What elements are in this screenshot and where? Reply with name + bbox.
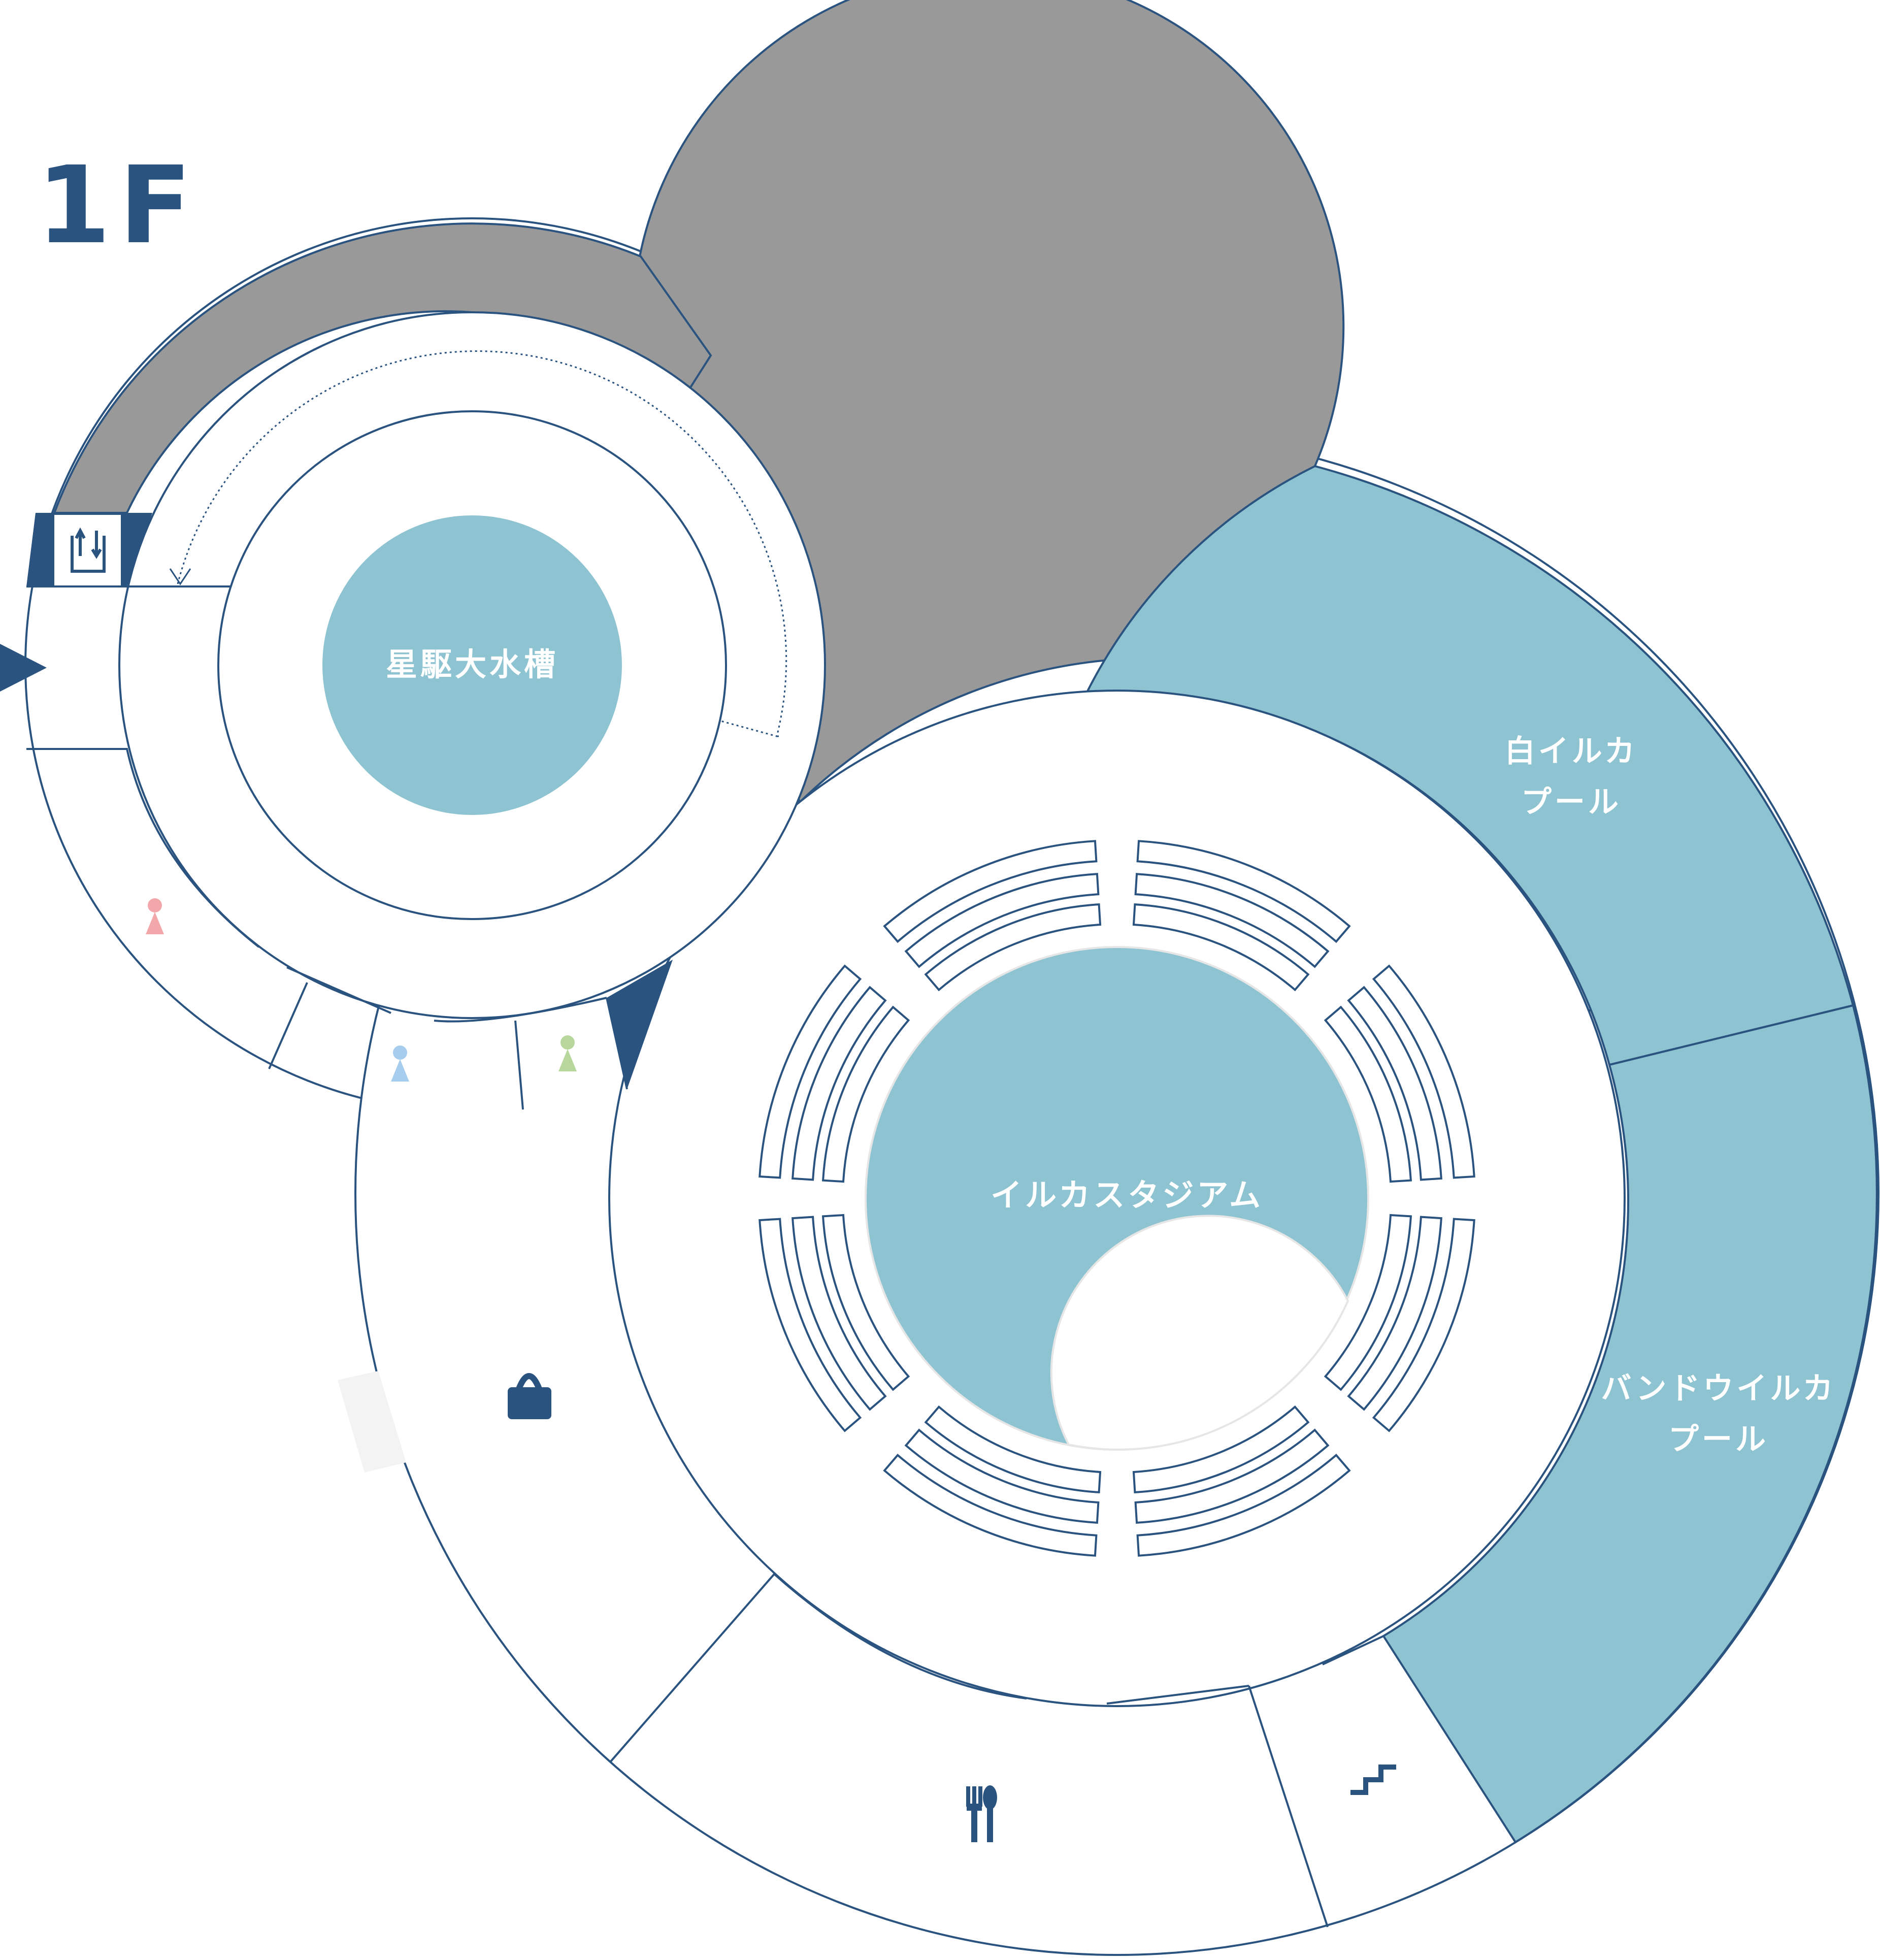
shop-bag-icon[interactable] [508,1373,551,1419]
wall-line [26,748,260,948]
wall-line [286,966,391,1014]
seat-block [924,1405,1102,1494]
seat-block [758,1218,862,1432]
seat-block [1324,1214,1412,1391]
floor-label: 1F [37,143,200,268]
stadium-stage [1050,1215,1349,1451]
star-tank-label: 星駆大水槽 [386,646,558,683]
seat-block [883,840,1098,943]
restroom-multipurpose-icon[interactable] [558,1035,577,1071]
seat-block [1347,986,1442,1181]
restroom-men-icon[interactable] [391,1046,409,1082]
seat-block [1372,964,1475,1179]
dolphin-stadium-label: イルカスタジアム [991,1177,1264,1214]
wall-line [514,1020,524,1110]
seat-block [758,964,862,1179]
wall-line [773,1573,1027,1700]
elevator-glyph [71,527,106,573]
wall-line [1322,1635,1384,1665]
seat-block [904,873,1100,968]
seat-block [904,1428,1100,1524]
restaurant-icon[interactable] [966,1785,997,1842]
seat-block [1136,840,1351,943]
stairs-icon[interactable] [1350,1765,1396,1795]
wall-line [434,997,607,1023]
seat-block [821,1214,910,1391]
closed-area-ring [53,222,712,514]
stair-wedge [607,960,673,1089]
seat-block [1372,1218,1475,1432]
wall-line [1248,1685,1329,1928]
bottlenose-pool[interactable] [1382,1004,1878,1844]
seat-block [1132,1405,1310,1494]
bottlenose-pool-label-line1: バンドウイルカ [1601,1371,1836,1407]
seat-block [791,986,887,1181]
seat-block [821,1005,910,1183]
beluga-pool-label-line2: プール [1521,785,1622,820]
seat-block [1136,1453,1351,1557]
entrance-arrow-icon[interactable] [0,644,47,692]
seat-block [1134,1428,1330,1524]
seat-block [924,903,1102,992]
seat-block [791,1216,887,1411]
bottlenose-pool-label-line2: プール [1668,1422,1769,1457]
star-tank[interactable] [322,515,622,815]
stadium-seating [758,840,1475,1557]
seat-block [1134,873,1330,968]
seat-block [1132,903,1310,992]
pillar [338,1371,406,1473]
wall-line [609,1573,775,1763]
seat-block [883,1453,1098,1557]
route-dotted-line [177,350,787,737]
route-arrow [169,568,191,585]
wall-line [268,982,308,1069]
wall-line [1106,1685,1249,1705]
restroom-women-icon[interactable] [146,898,164,934]
seat-block [1347,1216,1442,1411]
seat-block [1324,1005,1412,1183]
beluga-pool-label-line1: 白イルカ [1505,734,1638,769]
elevator-icon[interactable] [52,513,123,587]
